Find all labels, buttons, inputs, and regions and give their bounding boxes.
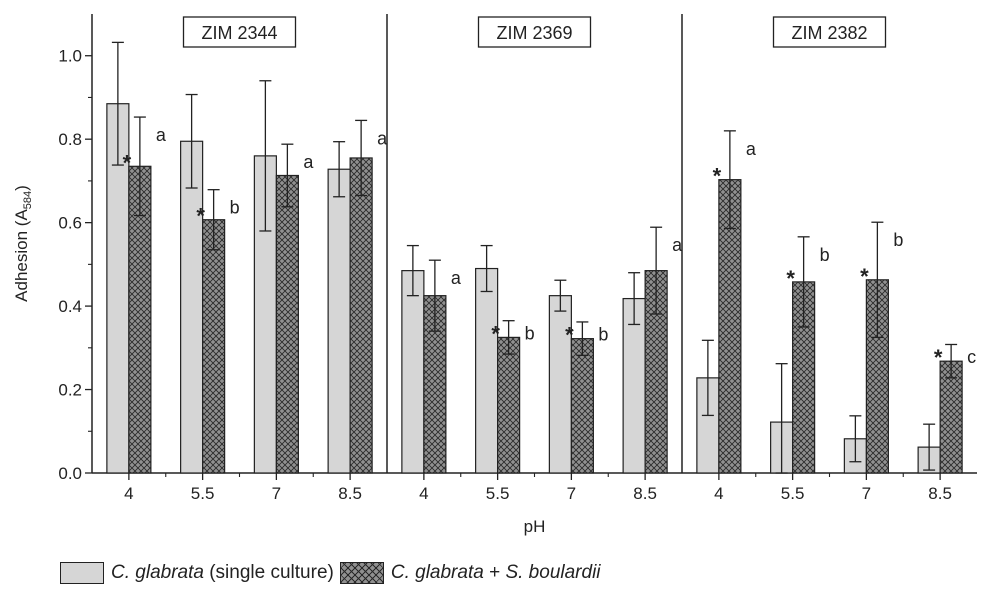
legend: C. glabrata (single culture) C. glabrata…: [60, 560, 607, 586]
group-letter: c: [967, 347, 976, 367]
x-tick-label: 8.5: [633, 484, 657, 503]
panel-title-box: [182, 16, 297, 48]
significance-asterisk: *: [123, 150, 132, 175]
x-tick-label: 5.5: [781, 484, 805, 503]
legend-species-label: C. glabrata: [111, 562, 204, 583]
bar-co-culture: [570, 338, 594, 474]
significance-asterisk: *: [860, 264, 869, 289]
significance-asterisk: *: [934, 345, 943, 370]
group-letter: b: [598, 325, 608, 345]
significance-asterisk: *: [565, 323, 574, 348]
group-letter: a: [746, 139, 757, 159]
panel-title: ZIM 2369: [496, 23, 572, 43]
y-tick-label: 1.0: [58, 47, 82, 66]
group-letter: a: [672, 235, 683, 255]
bar-single-culture: [327, 168, 351, 474]
x-tick-label: 5.5: [486, 484, 510, 503]
y-tick-label: 0.4: [58, 297, 82, 316]
x-tick-label: 8.5: [928, 484, 952, 503]
x-tick-label: 4: [714, 484, 723, 503]
y-axis-label: Adhesion (A584): [12, 185, 34, 302]
x-axis-label: pH: [524, 517, 546, 536]
significance-asterisk: *: [491, 321, 500, 346]
legend-plus-label: +: [483, 562, 506, 583]
bar-co-culture: [202, 219, 226, 474]
legend-species-label-b: S. boulardii: [505, 562, 601, 583]
group-letter: a: [156, 125, 167, 145]
x-tick-label: 7: [862, 484, 871, 503]
panel-title: ZIM 2344: [201, 23, 277, 43]
panel-title: ZIM 2382: [791, 23, 867, 43]
group-letter: b: [525, 323, 535, 343]
legend-item-co-culture: C. glabrata + S. boulardii: [339, 562, 601, 584]
legend-single-culture-label: (single culture): [203, 562, 334, 583]
legend-swatch-co-culture: [339, 562, 384, 584]
bar-single-culture: [401, 270, 425, 474]
x-tick-label: 5.5: [191, 484, 215, 503]
significance-asterisk: *: [713, 164, 722, 189]
x-tick-label: 4: [419, 484, 428, 503]
group-letter: b: [820, 245, 830, 265]
group-letter: a: [303, 152, 314, 172]
group-letter: b: [230, 198, 240, 218]
y-tick-label: 0.6: [58, 214, 82, 233]
panel-3: ZIM 2382 4 * a 5.5 * b 7 * b 8.5 * c: [681, 14, 976, 503]
bar-co-culture: [275, 174, 299, 474]
bar-single-culture: [180, 140, 204, 474]
y-tick-label: 0.8: [58, 130, 82, 149]
y-tick-label: 0.0: [58, 464, 82, 483]
legend-species-label-a: C. glabrata: [390, 562, 484, 583]
legend-item-single-culture: C. glabrata (single culture): [60, 562, 334, 584]
x-tick-label: 8.5: [338, 484, 362, 503]
legend-swatch-single-culture: [60, 562, 104, 584]
panel-1: ZIM 2344 4 * a 5.5 * b 7 a 8.5 a: [106, 16, 388, 503]
bar-co-culture: [349, 157, 373, 474]
significance-asterisk: *: [196, 204, 205, 229]
bar-co-culture: [497, 336, 521, 474]
x-tick-label: 4: [124, 484, 133, 503]
group-letter: a: [451, 268, 462, 288]
significance-asterisk: *: [786, 266, 795, 291]
panel-2: ZIM 2369 4 a 5.5 * b 7 * b 8.5 a: [386, 14, 683, 503]
panel-title-box: [772, 16, 887, 48]
group-letter: b: [893, 230, 903, 250]
group-letter: a: [377, 128, 388, 148]
bar-single-culture: [475, 267, 499, 474]
x-tick-label: 7: [272, 484, 281, 503]
grouped-bar-chart: 0.0 0.2 0.4 0.6 0.8 1.0 Adhesion (A584) pH ZIM 2…: [12, 14, 977, 536]
x-tick-label: 7: [567, 484, 576, 503]
panel-title-box: [477, 16, 592, 48]
y-tick-label: 0.2: [58, 381, 82, 400]
